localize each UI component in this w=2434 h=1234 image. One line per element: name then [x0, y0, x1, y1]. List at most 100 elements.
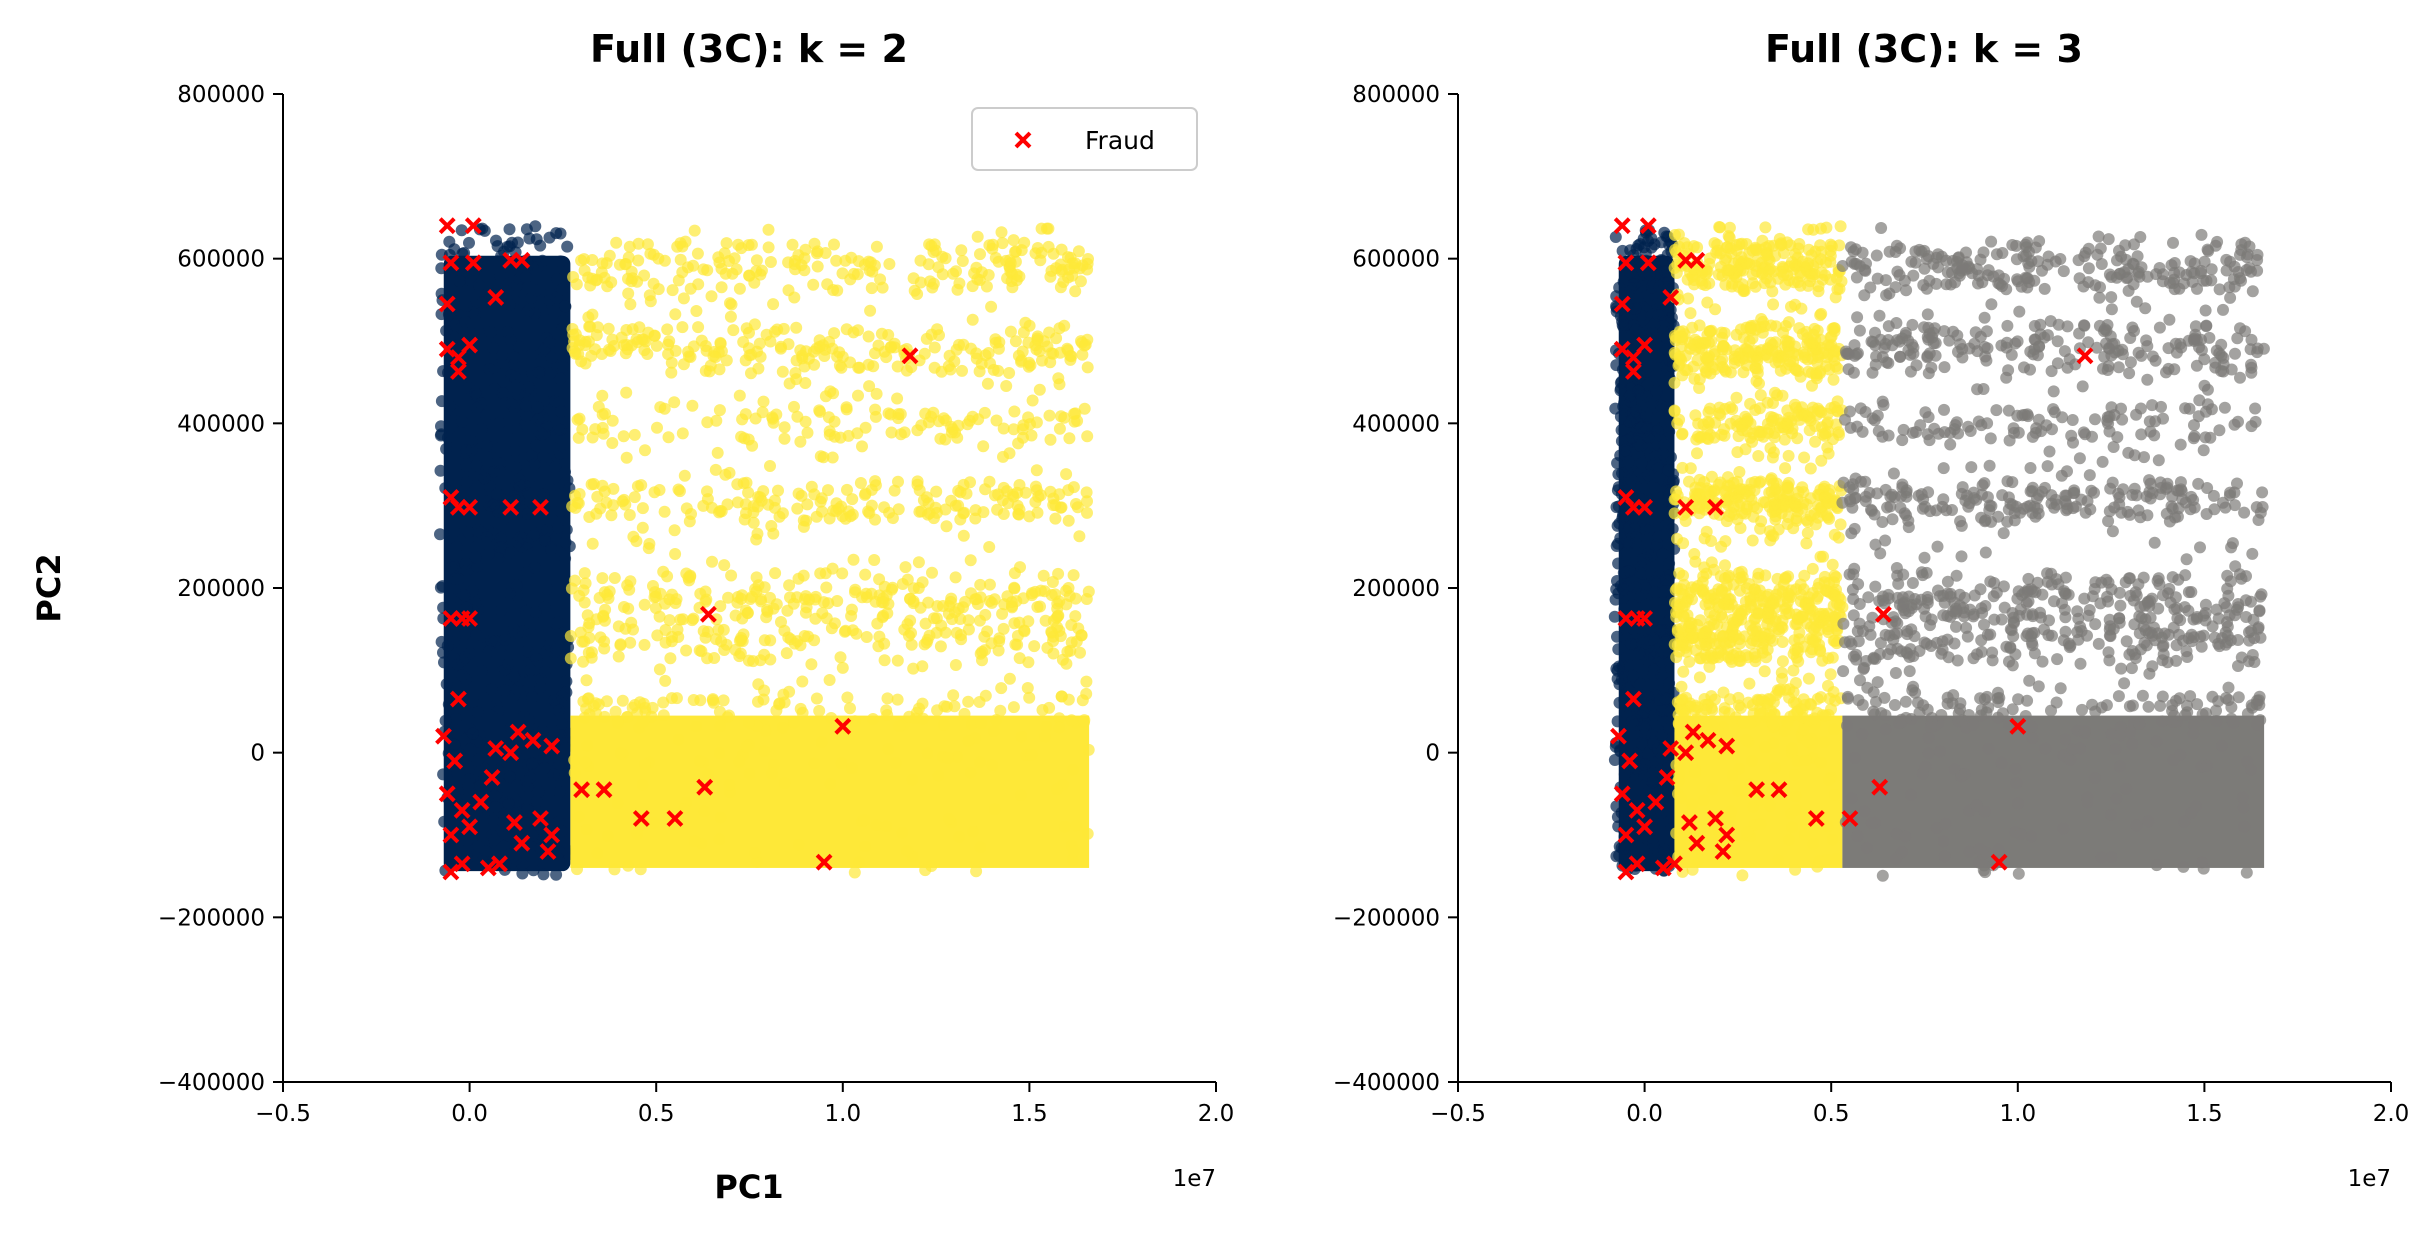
fraud-point: [1624, 363, 1642, 380]
fraud-point: [1718, 737, 1736, 755]
y-tick-label: 0: [250, 741, 265, 767]
fraud-point: [438, 295, 456, 313]
legend: Fraud: [971, 107, 1198, 171]
fraud-point: [834, 717, 852, 735]
legend-label-fraud: Fraud: [1085, 126, 1155, 155]
fraud-point: [483, 768, 501, 786]
fraud-point: [442, 863, 460, 881]
x-tick-label: 2.0: [2373, 1101, 2410, 1127]
cluster-points: [1608, 220, 2270, 882]
fraud-point: [1636, 818, 1654, 836]
fraud-point: [1617, 826, 1635, 844]
y-tick-label: 400000: [1352, 411, 1440, 437]
x-tick-label: 0.5: [1813, 1101, 1850, 1127]
fraud-point: [1684, 723, 1702, 741]
fraud-point: [438, 340, 456, 358]
legend-box: [971, 107, 1198, 171]
fraud-point: [479, 859, 497, 877]
fraud-point: [1636, 498, 1654, 516]
fraud-point: [1714, 843, 1732, 860]
fraud-point: [438, 217, 456, 235]
fraud-point: [1617, 863, 1635, 881]
fraud-point: [1688, 834, 1706, 852]
fraud-point: [453, 855, 471, 873]
x-tick-label: 1.0: [825, 1101, 862, 1127]
chart-panel-k3: −0.5 0.0 0.5 1.0 1.5 2.0 −400000 −200000 0 200000…: [1333, 27, 2409, 1192]
fraud-point: [1748, 781, 1766, 799]
fraud-markers: [1610, 217, 2094, 881]
fraud-point: [449, 349, 467, 366]
fraud-point: [505, 814, 523, 832]
x-tick-label: −0.5: [1430, 1101, 1486, 1127]
fraud-point: [446, 752, 464, 770]
fraud-point: [815, 853, 833, 871]
fraud-point: [464, 217, 482, 235]
fraud-point: [543, 737, 561, 755]
y-tick-label: 800000: [177, 82, 265, 108]
fraud-point: [595, 781, 613, 799]
x-tick-label: 2.0: [1198, 1101, 1235, 1127]
cluster-1: [434, 220, 576, 881]
fraud-point: [1770, 781, 1788, 799]
fraud-point: [1807, 810, 1825, 827]
fraud-point: [1707, 810, 1724, 827]
y-tick-label: 400000: [177, 411, 265, 437]
fraud-point: [1677, 498, 1695, 516]
fraud-markers: [435, 217, 919, 881]
fraud-point: [513, 251, 531, 269]
y-tick-label: −400000: [1333, 1070, 1440, 1096]
y-tick-label: −400000: [158, 1070, 265, 1096]
fraud-point: [1617, 254, 1635, 272]
fraud-point: [1654, 859, 1672, 877]
tick-marks: −0.5 0.0 0.5 1.0 1.5 2.0 −400000 −200000 0 200000…: [1333, 82, 2409, 1127]
fraud-point: [487, 288, 505, 306]
fraud-point: [461, 818, 479, 836]
x-tick-label: 1.5: [2186, 1101, 2223, 1127]
fraud-point: [1662, 740, 1680, 757]
y-axis-label: PC2: [30, 553, 68, 622]
fraud-point: [632, 810, 650, 827]
fraud-point: [1647, 793, 1665, 811]
y-tick-label: 200000: [177, 576, 265, 602]
fraud-point: [1707, 498, 1724, 516]
fraud-point: [1658, 768, 1676, 786]
x-tick-label: 0.0: [1626, 1101, 1663, 1127]
fraud-point: [1613, 785, 1631, 803]
fraud-point: [442, 254, 460, 272]
fraud-point: [1613, 217, 1631, 235]
chart-title: Full (3C): k = 3: [1765, 27, 2083, 71]
fraud-point: [1610, 727, 1627, 745]
fraud-point: [461, 336, 479, 354]
fraud-point: [573, 781, 591, 799]
x-offset-label: 1e7: [1173, 1166, 1216, 1192]
y-tick-label: −200000: [1333, 905, 1440, 931]
fraud-point: [2076, 347, 2094, 365]
fraud-point: [1624, 349, 1642, 366]
fraud-point: [1718, 826, 1736, 844]
fraud-point: [1613, 295, 1631, 313]
fraud-point: [901, 347, 919, 365]
fraud-point: [524, 731, 542, 749]
x-tick-label: 1.0: [2000, 1101, 2037, 1127]
tick-marks: −0.5 0.0 0.5 1.0 1.5 2.0 −400000 −200000 0 200000…: [158, 82, 1234, 1127]
y-tick-label: 600000: [1352, 247, 1440, 273]
fraud-point: [1680, 814, 1698, 832]
fraud-point: [1677, 744, 1695, 762]
y-tick-label: −200000: [158, 905, 265, 931]
fraud-point: [1841, 810, 1859, 827]
fraud-point: [1636, 336, 1654, 354]
fraud-point: [1621, 752, 1639, 770]
fraud-point: [696, 778, 714, 796]
fraud-point: [2009, 717, 2027, 735]
y-tick-label: 200000: [1352, 576, 1440, 602]
x-tick-label: 1.5: [1011, 1101, 1048, 1127]
x-offset-label: 1e7: [2348, 1166, 2391, 1192]
fraud-point: [1688, 251, 1706, 269]
fraud-point: [464, 254, 482, 272]
fraud-point: [1613, 340, 1631, 358]
cluster-2: [564, 222, 1095, 879]
fraud-point: [487, 740, 505, 757]
x-tick-label: 0.0: [451, 1101, 488, 1127]
cluster-3: [1836, 222, 2270, 882]
